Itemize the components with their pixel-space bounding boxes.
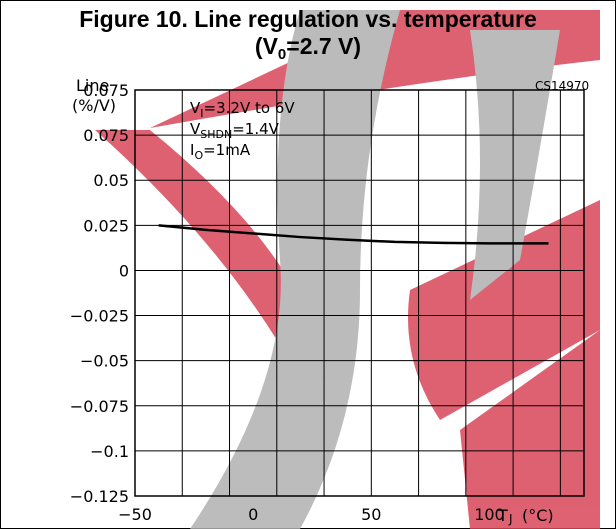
title-line2-suffix: =2.7 V) (286, 33, 362, 59)
x-tick-label: 100 (474, 505, 505, 524)
y-tick-label: −0.025 (70, 307, 129, 326)
figure-code: CS14970 (535, 79, 589, 93)
title-line2-prefix: (V (254, 33, 278, 59)
y-tick-label: −0.125 (70, 487, 129, 506)
series-line (158, 224, 549, 245)
y-tick-label: 0.05 (93, 171, 129, 190)
title-line1: Figure 10. Line regulation vs. temperatu… (79, 6, 537, 32)
condition-subscript: SHDN (200, 128, 232, 141)
y-axis-label-line2: (%/V) (72, 96, 116, 115)
condition-value: =3.2V to 6V (204, 99, 296, 117)
title-line2: (V0=2.7 V) (0, 33, 616, 63)
y-tick-label: 0 (119, 261, 129, 280)
x-tick-label: 0 (248, 505, 258, 524)
x-axis-label-sub: J (508, 512, 513, 526)
watermark-red-band-left (95, 130, 300, 380)
watermark-red-band-right (408, 200, 600, 420)
y-tick-label: 0.075 (83, 81, 129, 100)
condition-value: =1mA (203, 141, 251, 159)
x-axis-label-unit: (°C) (522, 506, 554, 525)
chart-axes (134, 89, 585, 497)
y-tick-label: −0.05 (80, 352, 129, 371)
condition-symbol: V (190, 99, 201, 117)
watermark-gray-band (190, 10, 400, 529)
x-tick-label: −50 (118, 505, 152, 524)
watermark-gray-band-right (470, 30, 560, 300)
condition-value: =1.4V (232, 120, 279, 138)
condition-symbol: I (190, 141, 194, 159)
chart-grid (134, 89, 584, 497)
chart-title: Figure 10. Line regulation vs. temperatu… (0, 6, 616, 63)
condition-subscript: I (200, 107, 203, 120)
watermark-red-band-lower (460, 330, 600, 529)
condition-line: VSHDN=1.4V (190, 120, 280, 141)
condition-line: VI=3.2V to 6V (190, 99, 295, 120)
y-axis-label-line1: Line (76, 76, 109, 95)
x-axis-label-main: T (497, 506, 508, 525)
y-tick-label: 0.025 (83, 216, 129, 235)
condition-symbol: V (190, 120, 201, 138)
x-axis-label: T J (°C) (497, 506, 554, 526)
condition-subscript: O (194, 149, 203, 162)
condition-line: IO=1mA (190, 141, 251, 162)
y-tick-label: −0.1 (90, 442, 129, 461)
watermark-logo (95, 10, 600, 529)
x-tick-label: 50 (361, 505, 381, 524)
title-line2-sub: 0 (277, 46, 287, 63)
plot-border (134, 89, 585, 497)
y-tick-label: 0.075 (83, 126, 129, 145)
data-series (158, 224, 549, 245)
tick-labels: 0.075 0.075 0.05 0.025 0 −0.025 −0.05 −0.075 −0.… (70, 81, 505, 524)
y-tick-label: −0.075 (70, 397, 129, 416)
